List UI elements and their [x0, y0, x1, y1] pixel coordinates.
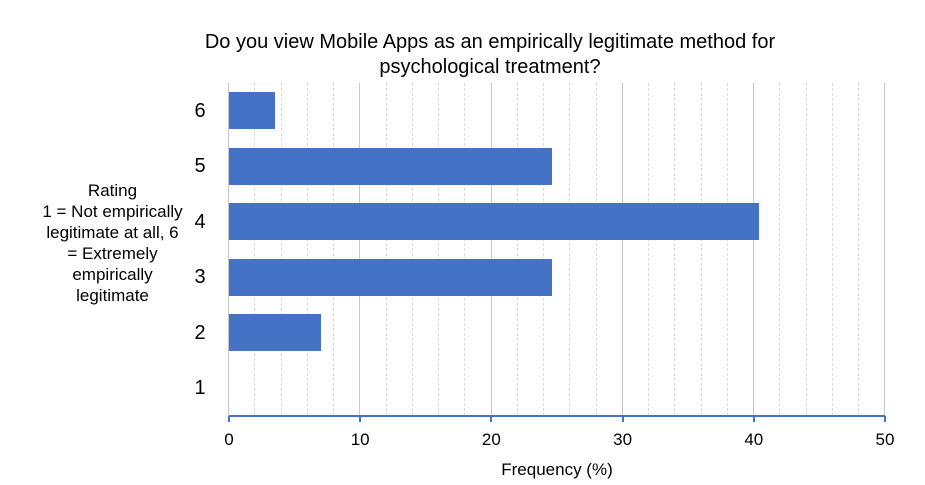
gridline-major — [359, 83, 361, 416]
x-tick-mark — [490, 416, 493, 422]
x-tick-label: 0 — [224, 430, 234, 449]
bar-rating-5 — [229, 147, 552, 185]
gridline-minor — [306, 83, 308, 416]
gridline-minor — [805, 83, 807, 416]
plot-area — [228, 83, 886, 416]
x-tick-mark — [884, 416, 886, 422]
gridline-major — [621, 83, 623, 416]
gridline-minor — [595, 83, 597, 416]
gridline-minor — [385, 83, 387, 416]
gridline-minor — [779, 83, 781, 416]
gridline-minor — [333, 83, 335, 416]
x-tick-mark — [228, 416, 230, 422]
y-axis-label-line: legitimate at all, 6 — [46, 223, 179, 242]
chart-title: Do you view Mobile Apps as an empiricall… — [140, 30, 840, 80]
gridline-minor — [569, 83, 571, 416]
gridline-major — [753, 83, 755, 416]
gridline-minor — [280, 83, 282, 416]
gridline-minor — [858, 83, 859, 416]
x-axis-line — [228, 415, 886, 422]
x-tick-mark — [752, 416, 755, 422]
bar-rating-6 — [229, 92, 275, 130]
gridline-minor — [648, 83, 650, 416]
y-tick-label: 1 — [194, 377, 206, 400]
chart-title-line-2: psychological treatment? — [379, 56, 601, 78]
gridline-minor — [674, 83, 676, 416]
x-tick-mark — [621, 416, 624, 422]
y-tick-label: 4 — [194, 210, 206, 233]
gridline-minor — [464, 83, 466, 416]
gridline-minor — [726, 83, 728, 416]
x-tick-mark — [359, 416, 362, 422]
x-tick-label: 20 — [481, 430, 501, 449]
x-tick-label: 40 — [744, 430, 764, 449]
bar-rating-3 — [229, 258, 552, 296]
gridline-minor — [411, 83, 413, 416]
bar-rating-2 — [229, 314, 321, 352]
gridline-minor — [516, 83, 518, 416]
y-tick-label: 5 — [194, 155, 206, 178]
y-tick-label: 3 — [194, 266, 206, 289]
x-axis-label: Frequency (%) — [501, 460, 613, 479]
y-axis-label: Rating 1 = Not empirically legitimate at… — [0, 180, 225, 306]
gridline-major — [490, 83, 492, 416]
bar-rating-4 — [229, 203, 760, 241]
gridline-minor — [543, 83, 545, 416]
y-tick-label: 2 — [194, 321, 206, 344]
gridline-minor — [831, 83, 833, 416]
y-tick-label: 6 — [194, 99, 206, 122]
y-axis-label-line: 1 = Not empirically — [42, 202, 183, 221]
y-axis-line — [228, 83, 229, 416]
gridline-minor — [438, 83, 440, 416]
x-tick-label: 50 — [875, 430, 895, 449]
chart-title-line-1: Do you view Mobile Apps as an empiricall… — [204, 31, 776, 53]
y-axis-label-line: Rating — [87, 181, 138, 200]
y-axis-label-line: legitimate — [76, 286, 149, 305]
x-tick-label: 10 — [350, 430, 370, 449]
gridline-minor — [700, 83, 702, 416]
gridline-minor — [254, 83, 256, 416]
gridline-major — [884, 83, 886, 416]
y-axis-label-line: empirically — [72, 265, 153, 284]
y-axis-label-line: = Extremely — [67, 244, 158, 263]
x-tick-label: 30 — [613, 430, 633, 449]
